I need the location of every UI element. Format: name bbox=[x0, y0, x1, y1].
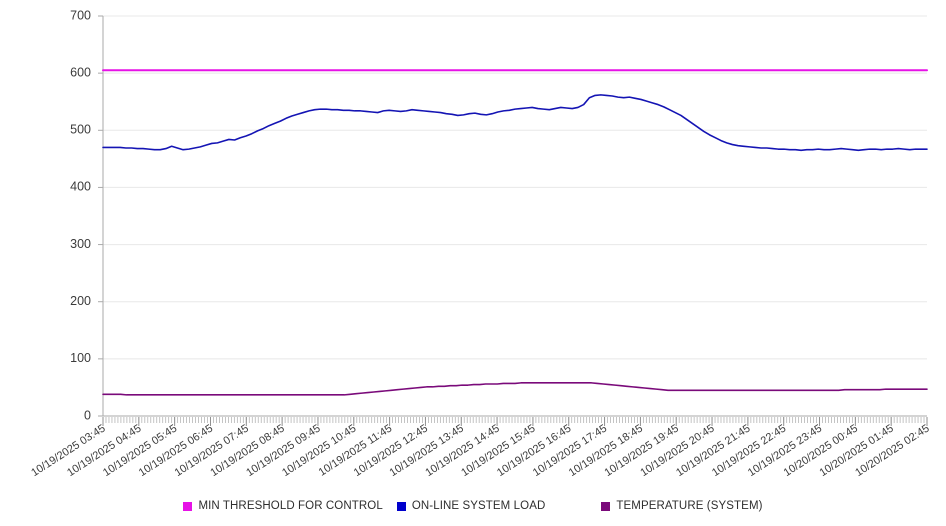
gridlines bbox=[103, 15, 927, 417]
axis-lines bbox=[102, 16, 927, 417]
series-line-1 bbox=[102, 94, 928, 152]
y-tick-label-300: 300 bbox=[70, 237, 91, 251]
series-line-2 bbox=[102, 382, 928, 396]
legend-label-temperature-system: TEMPERATURE (SYSTEM) bbox=[616, 500, 763, 512]
chart-legend: MIN THRESHOLD FOR CONTROL ON-LINE SYSTEM… bbox=[0, 494, 946, 518]
legend-item-temperature-system[interactable]: TEMPERATURE (SYSTEM) bbox=[601, 500, 762, 512]
legend-swatch-purple bbox=[601, 501, 611, 511]
y-tick-label-0: 0 bbox=[84, 408, 91, 422]
legend-swatch-magenta bbox=[183, 501, 193, 511]
y-tick-label-500: 500 bbox=[70, 123, 91, 137]
legend-item-on-line-system-load[interactable]: ON-LINE SYSTEM LOAD bbox=[396, 500, 546, 512]
y-tick-label-400: 400 bbox=[70, 180, 91, 194]
x-axis-minor-ticks bbox=[102, 417, 925, 423]
y-axis-tick-labels: 0 100 200 300 400 500 600 700 bbox=[70, 8, 103, 422]
y-tick-label-100: 100 bbox=[70, 351, 91, 365]
legend-label-on-line-system-load: ON-LINE SYSTEM LOAD bbox=[411, 500, 546, 512]
x-axis-major-ticks bbox=[102, 417, 928, 426]
data-series-lines bbox=[102, 69, 928, 396]
y-tick-label-200: 200 bbox=[70, 294, 91, 308]
y-tick-label-700: 700 bbox=[70, 8, 91, 22]
legend-item-min-threshold-for-control[interactable]: MIN THRESHOLD FOR CONTROL bbox=[183, 500, 383, 512]
legend-label-min-threshold-for-control: MIN THRESHOLD FOR CONTROL bbox=[198, 500, 383, 512]
y-tick-label-600: 600 bbox=[70, 65, 91, 79]
legend-swatch-blue bbox=[396, 501, 406, 511]
